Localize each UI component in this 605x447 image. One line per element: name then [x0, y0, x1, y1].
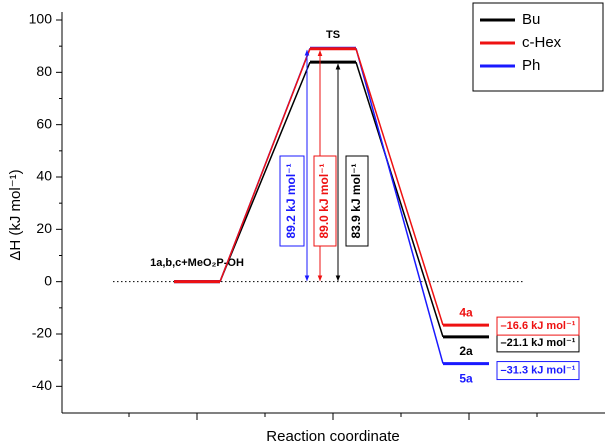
product-value-label: –16.6 kJ mol⁻¹: [501, 320, 576, 332]
barrier-label: 89.0 kJ mol⁻¹: [317, 163, 331, 238]
product-value-label: –31.3 kJ mol⁻¹: [501, 364, 576, 376]
legend-label: Ph: [522, 57, 540, 74]
legend-box: [472, 2, 604, 92]
y-tick-label: -20: [32, 325, 52, 341]
y-tick-label: 20: [36, 220, 52, 236]
connector: [355, 48, 444, 364]
y-tick-label: 80: [36, 63, 52, 79]
legend-label: Bu: [522, 11, 540, 28]
y-tick-label: 60: [36, 115, 52, 131]
legend-label: c-Hex: [522, 34, 562, 51]
product-label: 5a: [459, 372, 473, 386]
barrier-label: 89.2 kJ mol⁻¹: [284, 163, 298, 238]
connector: [219, 48, 311, 282]
y-tick-label: 100: [29, 11, 53, 27]
x-axis-title: Reaction coordinate: [266, 428, 399, 445]
connector: [355, 48, 444, 326]
y-tick-label: 0: [44, 272, 52, 288]
barrier-label-box: [279, 155, 305, 247]
connector: [219, 61, 311, 282]
connector: [355, 61, 444, 338]
barrier-label-box: [313, 155, 337, 247]
y-tick-label: 40: [36, 168, 52, 184]
product-label: 2a: [459, 344, 473, 358]
reactant-label: 1a,b,c+MeO₂P-OH: [150, 257, 244, 269]
product-value-box: [496, 316, 580, 336]
y-axis-title: ΔH (kJ mol⁻¹): [7, 169, 24, 260]
product-value-label: –21.1 kJ mol⁻¹: [501, 337, 576, 349]
y-tick-label: -40: [32, 377, 52, 393]
product-value-box: [496, 361, 580, 381]
product-label: 4a: [459, 305, 473, 319]
ts-label: TS: [326, 29, 340, 41]
barrier-label-box: [345, 155, 369, 247]
x-ticks: [128, 413, 538, 420]
barrier-label: 83.9 kJ mol⁻¹: [349, 163, 363, 238]
